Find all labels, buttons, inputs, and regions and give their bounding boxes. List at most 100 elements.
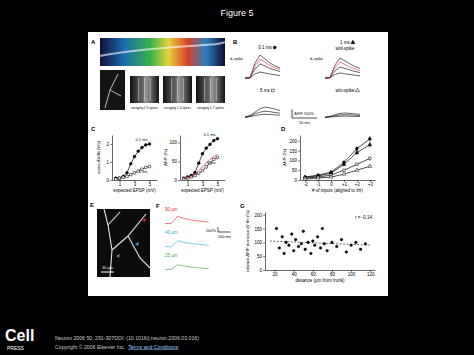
- data-point: [313, 244, 316, 247]
- title-marker: [351, 40, 355, 43]
- tick: 50: [172, 159, 180, 164]
- trace-title: 40 μm: [165, 230, 178, 235]
- data-point: [355, 150, 359, 153]
- data-point: [216, 156, 218, 158]
- data-point: [114, 177, 117, 180]
- series-line: [184, 139, 218, 178]
- data-point: [368, 164, 372, 167]
- chart: C135012expected EPSP (mV)soma ΔV/Δt (V/s…: [91, 126, 158, 193]
- series-line: [165, 265, 209, 270]
- panel-letter: G: [240, 203, 245, 209]
- tick-label: 200: [289, 139, 297, 144]
- dendrite-image: [97, 209, 150, 277]
- data-point: [303, 177, 307, 180]
- tick-mark: [298, 180, 300, 181]
- data-point: [205, 147, 208, 150]
- axis-line: [180, 136, 181, 181]
- trace-title: 0.1 ms: [258, 45, 272, 50]
- scan-stripe: [204, 78, 205, 101]
- tick-label: 60: [311, 272, 317, 277]
- error-bar: [343, 169, 344, 172]
- title-marker: [355, 88, 359, 91]
- series-line: [245, 55, 280, 78]
- data-point: [329, 175, 333, 178]
- tick: 0: [330, 180, 333, 187]
- tick: 150: [289, 149, 300, 154]
- tick: 50: [292, 168, 300, 173]
- caption: uncaging 1-3 spines: [131, 106, 158, 110]
- data-point: [291, 233, 294, 236]
- tick-mark: [110, 144, 112, 145]
- tick: 1: [106, 160, 112, 165]
- trace-title: 25 μm: [165, 253, 178, 258]
- data-point: [368, 143, 372, 146]
- axis-title: distance (μm from trunk): [296, 278, 345, 283]
- figure-panel: [88, 32, 388, 296]
- tick-label: 100: [289, 158, 297, 163]
- data-point: [321, 227, 324, 230]
- scale-label: 100 ms: [218, 234, 231, 239]
- tick: 0: [259, 268, 265, 273]
- axis: 1 3 5: [113, 180, 158, 187]
- data-point: [317, 176, 319, 178]
- axis-line: [301, 180, 376, 181]
- trace-title: 90 μm: [165, 207, 178, 212]
- data-point: [118, 177, 121, 180]
- arrow: [135, 242, 139, 246]
- logo: PRESS: [7, 345, 25, 351]
- axis-line: [300, 136, 301, 181]
- panel-letter: E: [90, 202, 94, 208]
- scale-label: 100%: [206, 228, 217, 233]
- tick-label: 100: [254, 240, 262, 245]
- tick-label: 2: [106, 142, 109, 147]
- figure-slide: Figure 5CellPRESSNeuron 2006 50, 291-307…: [0, 0, 474, 355]
- annotation: r = -0.14: [355, 215, 372, 220]
- scale-label: 50 ms: [299, 120, 310, 125]
- tick-label: 5: [149, 182, 152, 187]
- panel-letter: C: [91, 126, 96, 132]
- panel-letter: F: [156, 203, 160, 209]
- tick-mark: [110, 180, 112, 181]
- data-point: [326, 249, 329, 252]
- tick: 3: [134, 180, 137, 187]
- tick-label: 200: [254, 213, 262, 218]
- data-point: [197, 162, 200, 165]
- scale-bar: [218, 227, 219, 232]
- error-bar: [369, 156, 370, 160]
- series-line: [116, 144, 150, 178]
- tick: -1: [317, 180, 321, 187]
- axis-line: [266, 270, 376, 271]
- axis-line: [113, 180, 158, 181]
- tick: 1: [119, 180, 122, 187]
- terms-link[interactable]: Terms and Conditions: [128, 344, 179, 350]
- scale-bar: [218, 232, 231, 233]
- fit-line: [270, 241, 370, 245]
- arrow: [116, 254, 120, 258]
- tick-label: +1: [342, 182, 348, 187]
- scan-stripe: [177, 78, 178, 101]
- tick-label: +2: [355, 182, 361, 187]
- image-panel-e: E10 μm: [90, 202, 150, 277]
- data-point: [294, 238, 297, 241]
- panel-letter: A: [91, 39, 96, 45]
- tick-mark: [298, 170, 300, 171]
- data-point: [359, 248, 362, 251]
- tick: +1: [342, 180, 348, 187]
- neuron: [105, 74, 121, 108]
- scale-bar: [292, 109, 293, 118]
- chart: D-2-10+1+2+3050100150200# of inputs (ali…: [281, 126, 376, 193]
- chart: 1 msw/d-spiked-spike: [310, 40, 360, 78]
- data-point: [216, 137, 219, 140]
- data-point: [316, 176, 320, 179]
- series-line: [305, 145, 370, 177]
- data-point: [137, 150, 140, 153]
- chart: G20406080100120050100150200distance (μm …: [240, 203, 376, 283]
- series-line: [245, 111, 280, 117]
- series-line: [325, 113, 360, 117]
- data-point: [133, 172, 135, 174]
- series-line: [305, 139, 370, 177]
- series-line: [245, 64, 280, 78]
- scan-stripe: [144, 78, 145, 101]
- annotation: d-spike: [310, 56, 324, 61]
- data-point: [304, 177, 306, 179]
